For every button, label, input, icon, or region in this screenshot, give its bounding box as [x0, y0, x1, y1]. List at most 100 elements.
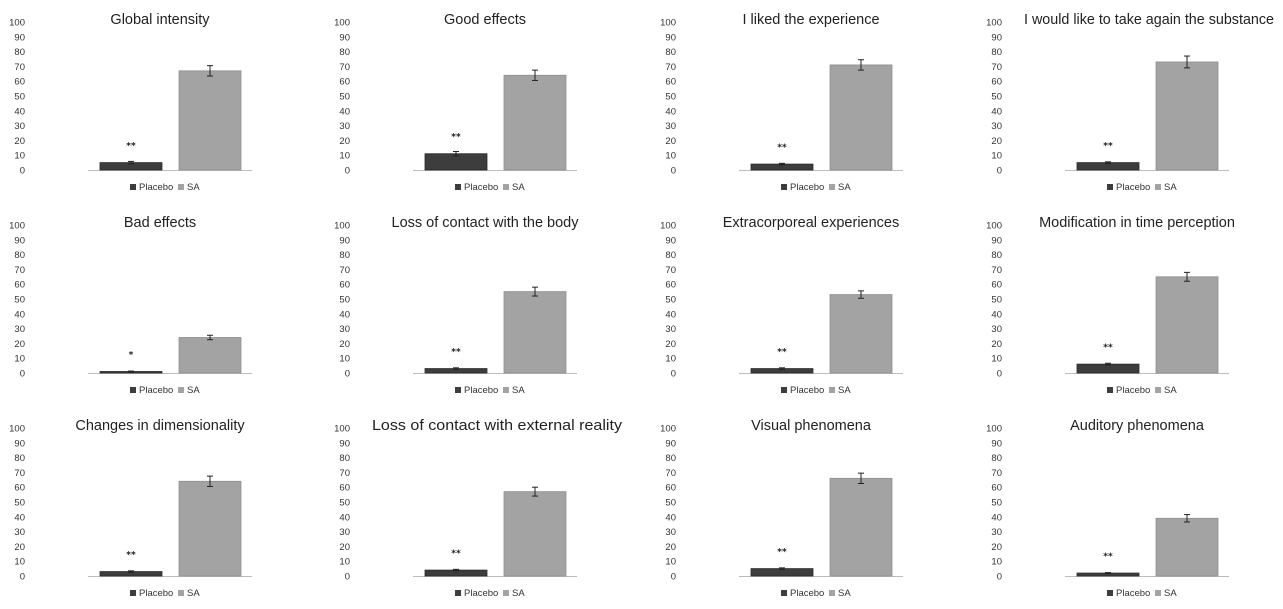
y-tick-label: 80: [991, 453, 1002, 464]
legend-label-placebo: Placebo: [139, 588, 173, 599]
y-tick-label: 60: [339, 483, 350, 494]
chart-title: Bad effects: [124, 215, 196, 231]
y-tick-label: 60: [665, 483, 676, 494]
legend-label-sa: SA: [187, 588, 200, 599]
y-tick-label: 70: [14, 62, 25, 73]
significance-marker: *: [129, 351, 134, 361]
legend-swatch-placebo: [1107, 590, 1113, 596]
chart-title: Global intensity: [110, 12, 210, 28]
legend-label-sa: SA: [512, 588, 525, 599]
y-tick-label: 100: [986, 221, 1002, 232]
legend-label-sa: SA: [187, 182, 200, 193]
legend-swatch-placebo: [130, 590, 136, 596]
y-tick-label: 30: [991, 121, 1002, 132]
legend-label-sa: SA: [187, 385, 200, 396]
chart-panel: Good effects 0 10 20 30 40 50 60 70 80 90 100 ** Plac…: [325, 0, 645, 203]
sa-bar: [1155, 276, 1219, 374]
y-tick-label: 40: [665, 309, 676, 320]
y-tick-label: 90: [991, 32, 1002, 43]
y-tick-label: 90: [665, 438, 676, 449]
y-tick-label: 50: [14, 295, 25, 306]
y-tick-label: 70: [14, 265, 25, 276]
significance-marker: **: [126, 551, 136, 561]
y-tick-label: 50: [991, 92, 1002, 103]
y-tick-label: 0: [997, 572, 1002, 583]
significance-marker: **: [777, 143, 787, 153]
legend-label-placebo: Placebo: [464, 385, 498, 396]
legend-swatch-sa: [1155, 387, 1161, 393]
y-tick-label: 20: [14, 136, 25, 147]
significance-marker: **: [1103, 552, 1113, 562]
chart-panel: Extracorporeal experiences 0 10 20 30 40 50 60 7…: [651, 203, 971, 406]
chart-panel: Loss of contact with external reality 0 10…: [325, 406, 645, 609]
y-tick-label: 70: [991, 468, 1002, 479]
y-tick-label: 80: [339, 453, 350, 464]
y-tick-label: 10: [339, 151, 350, 162]
legend-label-placebo: Placebo: [790, 385, 824, 396]
legend-label-placebo: Placebo: [1116, 182, 1150, 193]
y-tick-label: 70: [14, 468, 25, 479]
legend-label-sa: SA: [838, 385, 851, 396]
legend-swatch-sa: [178, 590, 184, 596]
significance-marker: **: [777, 348, 787, 358]
y-tick-label: 50: [14, 92, 25, 103]
y-tick-label: 0: [671, 166, 676, 177]
y-tick-label: 0: [20, 572, 25, 583]
y-tick-label: 60: [14, 483, 25, 494]
y-tick-label: 40: [665, 106, 676, 117]
legend-label-sa: SA: [1164, 385, 1177, 396]
y-tick-label: 40: [991, 512, 1002, 523]
y-tick-label: 10: [991, 151, 1002, 162]
y-tick-label: 40: [665, 512, 676, 523]
chart-panel: Changes in dimensionality 0 10 20 30 40 50 60 70…: [0, 406, 320, 609]
legend-label-sa: SA: [1164, 588, 1177, 599]
y-tick-label: 70: [991, 62, 1002, 73]
chart-title: I liked the experience: [742, 12, 879, 28]
y-tick-label: 60: [665, 280, 676, 291]
y-tick-label: 100: [660, 18, 676, 29]
sa-bar: [178, 70, 242, 171]
y-tick-label: 90: [339, 32, 350, 43]
y-tick-label: 10: [14, 354, 25, 365]
sa-bar: [1155, 517, 1219, 577]
chart-title: Good effects: [444, 12, 526, 28]
y-tick-label: 20: [14, 542, 25, 553]
y-tick-label: 30: [991, 324, 1002, 335]
y-tick-label: 100: [9, 18, 25, 29]
legend-swatch-placebo: [130, 184, 136, 190]
chart-panel: Loss of contact with the body 0 10 20 30 40 50…: [325, 203, 645, 406]
bar-chart: Changes in dimensionality 0 10 20 30 40 50 60 70…: [9, 418, 252, 599]
sa-bar: [178, 480, 242, 577]
y-tick-label: 80: [991, 47, 1002, 58]
y-tick-label: 0: [345, 369, 350, 380]
y-tick-label: 60: [991, 483, 1002, 494]
sa-bar: [503, 291, 567, 374]
y-tick-label: 80: [665, 47, 676, 58]
y-tick-label: 40: [339, 106, 350, 117]
chart-title: Modification in time perception: [1039, 215, 1235, 231]
legend-swatch-placebo: [781, 387, 787, 393]
legend-swatch-sa: [503, 590, 509, 596]
y-tick-label: 90: [665, 32, 676, 43]
y-tick-label: 0: [345, 166, 350, 177]
y-tick-label: 20: [339, 339, 350, 350]
significance-marker: **: [126, 142, 136, 152]
legend-swatch-placebo: [455, 387, 461, 393]
y-tick-label: 70: [339, 62, 350, 73]
legend-swatch-sa: [503, 387, 509, 393]
y-tick-label: 60: [14, 77, 25, 88]
significance-marker: **: [451, 133, 461, 143]
y-tick-label: 20: [991, 136, 1002, 147]
sa-bar: [1155, 61, 1219, 171]
y-tick-label: 0: [671, 369, 676, 380]
y-tick-label: 40: [991, 106, 1002, 117]
y-tick-label: 50: [339, 498, 350, 509]
y-tick-label: 40: [14, 512, 25, 523]
y-tick-label: 70: [339, 468, 350, 479]
y-tick-label: 0: [20, 166, 25, 177]
y-tick-label: 30: [14, 121, 25, 132]
legend-swatch-placebo: [1107, 184, 1113, 190]
sa-bar: [829, 477, 893, 577]
legend-swatch-sa: [829, 387, 835, 393]
y-tick-label: 10: [665, 557, 676, 568]
